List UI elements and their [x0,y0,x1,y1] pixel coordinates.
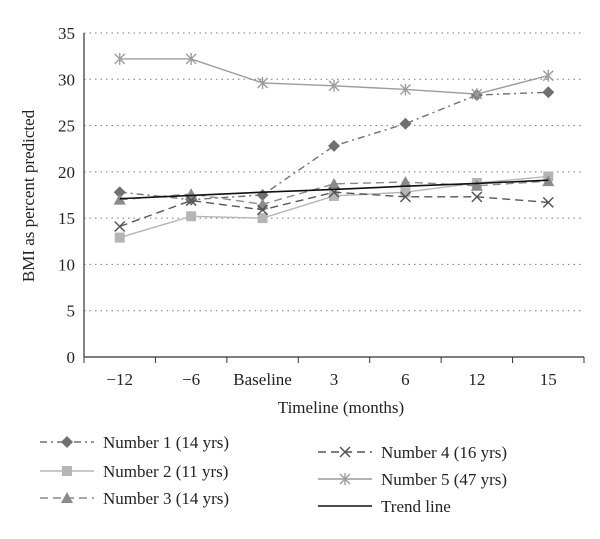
x-marker [339,446,351,458]
x-tick-label: 12 [468,370,485,389]
square-marker [186,211,197,222]
x-tick-labels: −12 −6 Baseline 3 6 12 15 [106,370,556,389]
legend-item: Trend line [318,497,451,516]
triangle-marker [328,177,340,189]
star-marker [257,76,269,89]
x-tick-label: 3 [330,370,339,389]
x-marker-stroke [185,195,197,207]
x-axis-label: Timeline (months) [278,398,404,417]
series-4 [114,186,554,233]
star-marker [542,69,554,82]
diamond-marker [113,186,126,199]
star-marker [328,79,340,92]
legend-item: Number 2 (11 yrs) [40,462,228,481]
y-tick-label: 25 [58,117,75,136]
axes [83,33,585,363]
y-axis-label: BMI as percent predicted [19,109,38,282]
y-tick-label: 35 [58,24,75,43]
x-marker [399,191,411,203]
legend-item: Number 5 (47 yrs) [318,470,507,489]
triangle-marker [113,193,126,205]
legend-label: Number 1 (14 yrs) [103,433,229,452]
x-tick-label: Baseline [233,370,292,389]
legend-item: Number 1 (14 yrs) [40,433,229,452]
legend-item: Number 4 (16 yrs) [318,443,507,462]
x-tick-label: 6 [401,370,410,389]
x-marker-stroke [257,204,269,216]
y-tick-label: 30 [58,70,75,89]
x-marker-stroke [114,220,126,233]
x-marker [542,196,554,208]
legend-label: Trend line [381,497,451,516]
x-marker [185,195,197,207]
legend-label: Number 4 (16 yrs) [381,443,507,462]
gridlines [84,32,584,312]
star-marker [471,88,483,101]
legend-label: Number 3 (14 yrs) [103,489,229,508]
x-marker [114,220,126,233]
x-tick-label: 15 [540,370,557,389]
series-5 [114,52,554,101]
x-marker-stroke [399,191,411,203]
legend-item: Number 3 (14 yrs) [40,489,229,508]
legend: Number 1 (14 yrs) Number 2 (11 yrs) Number… [40,433,507,516]
x-tick-label: −12 [106,370,133,389]
y-tick-label: 0 [67,348,76,367]
square-marker [114,232,125,243]
y-tick-label: 5 [67,302,76,321]
square-marker [400,187,411,198]
square-marker [62,466,72,476]
y-tick-label: 20 [58,163,75,182]
star-marker [114,52,126,65]
y-tick-label: 10 [58,255,75,274]
diamond-marker [399,117,412,130]
x-tick-label: −6 [182,370,200,389]
diamond-marker [328,139,340,152]
triangle-marker [470,179,483,191]
series-6 [119,179,549,200]
legend-label: Number 2 (11 yrs) [103,462,228,481]
series-line [119,179,549,200]
y-tick-labels: 0 5 10 15 20 25 30 35 [58,24,75,367]
square-marker [257,213,268,224]
x-marker [471,191,483,203]
x-marker-stroke [339,446,351,458]
triangle-marker [399,176,412,188]
x-marker-stroke [471,191,483,203]
y-tick-label: 15 [58,209,75,228]
star-marker [339,473,351,485]
star-marker [399,83,411,96]
triangle-marker [185,188,198,200]
triangle-marker [61,492,73,503]
x-marker [257,204,269,216]
legend-label: Number 5 (47 yrs) [381,470,507,489]
x-marker-stroke [542,196,554,208]
square-marker [329,190,339,201]
series-group [113,52,555,243]
star-marker [185,52,197,65]
diamond-marker [542,86,555,99]
diamond-marker [61,436,73,448]
